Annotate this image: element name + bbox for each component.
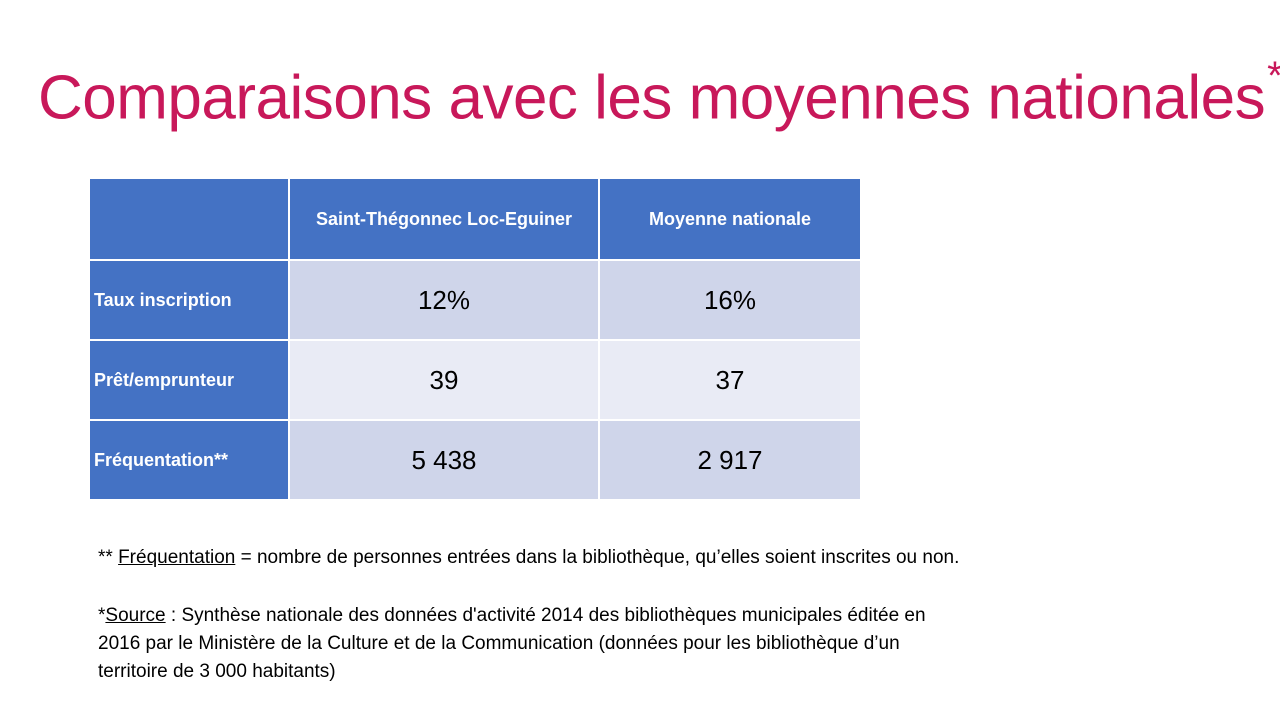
frequentation-note: ** Fréquentation = nombre de personnes e… xyxy=(98,544,959,572)
row-label: Fréquentation** xyxy=(88,419,290,501)
cell-local: 12% xyxy=(288,259,600,341)
cell-local: 5 438 xyxy=(288,419,600,501)
freq-term: Fréquentation xyxy=(118,547,236,568)
cell-national: 2 917 xyxy=(598,419,862,501)
source-prefix: * xyxy=(98,605,106,626)
header-local: Saint-Thégonnec Loc-Eguiner xyxy=(288,177,600,261)
cell-local: 39 xyxy=(288,339,600,421)
table-row: Taux inscription 12% 16% xyxy=(88,259,862,341)
freq-text: = nombre de personnes entrées dans la bi… xyxy=(235,547,960,568)
table-row: Prêt/emprunteur 39 37 xyxy=(88,339,862,421)
table-row: Fréquentation** 5 438 2 917 xyxy=(88,419,862,501)
header-empty xyxy=(88,177,290,261)
title-text: Comparaisons avec les moyennes nationale… xyxy=(38,63,1266,133)
title-asterisk: * xyxy=(1267,54,1280,98)
cell-national: 16% xyxy=(598,259,862,341)
slide-title: Comparaisons avec les moyennes nationale… xyxy=(38,56,1280,133)
comparison-table: Saint-Thégonnec Loc-Eguiner Moyenne nati… xyxy=(88,177,862,501)
freq-prefix: ** xyxy=(98,547,119,568)
header-national: Moyenne nationale xyxy=(598,177,862,261)
row-label: Prêt/emprunteur xyxy=(88,339,290,421)
cell-national: 37 xyxy=(598,339,862,421)
source-text-1: : Synthèse nationale des données d'activ… xyxy=(165,605,926,626)
source-line-3: territoire de 3 000 habitants) xyxy=(98,661,336,682)
source-term: Source xyxy=(105,605,166,626)
source-note: *Source : Synthèse nationale des données… xyxy=(98,602,926,686)
table-header-row: Saint-Thégonnec Loc-Eguiner Moyenne nati… xyxy=(88,177,862,261)
source-line-2: 2016 par le Ministère de la Culture et d… xyxy=(98,633,900,654)
source-line-1: *Source : Synthèse nationale des données… xyxy=(98,602,926,630)
row-label: Taux inscription xyxy=(88,259,290,341)
